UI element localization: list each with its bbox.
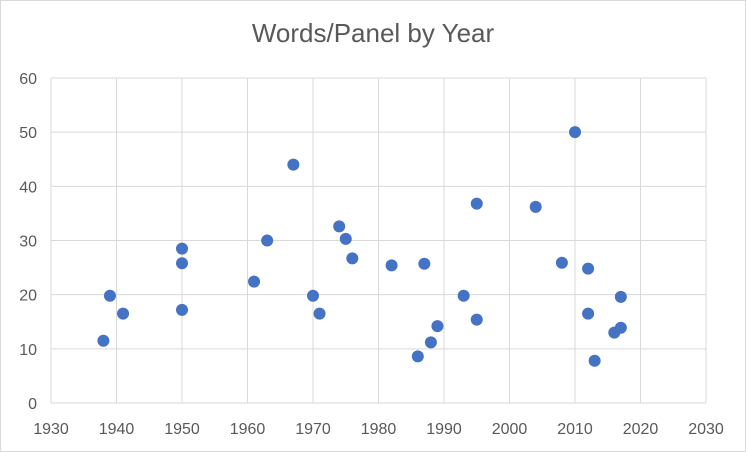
y-tick-label: 40 xyxy=(19,179,37,196)
y-axis-ticks: 0 10 20 30 40 50 60 xyxy=(19,71,37,413)
data-points xyxy=(97,126,627,367)
x-tick-label: 2000 xyxy=(492,421,528,438)
data-point xyxy=(424,336,437,349)
data-point xyxy=(582,307,595,320)
data-point xyxy=(117,307,130,320)
data-point xyxy=(261,234,274,247)
y-tick-label: 50 xyxy=(19,125,37,142)
data-point xyxy=(582,262,595,275)
data-point xyxy=(614,321,627,334)
x-tick-label: 1930 xyxy=(33,421,69,438)
gridlines xyxy=(50,77,707,404)
data-point xyxy=(313,307,326,320)
y-tick-label: 30 xyxy=(19,234,37,251)
x-tick-label: 1980 xyxy=(361,421,397,438)
data-point xyxy=(385,259,398,272)
x-tick-label: 1970 xyxy=(295,421,331,438)
data-point xyxy=(346,252,359,265)
y-tick-label: 60 xyxy=(19,71,37,88)
x-tick-label: 2010 xyxy=(557,421,593,438)
data-point xyxy=(176,242,188,255)
data-point xyxy=(176,303,188,316)
x-tick-label: 2030 xyxy=(688,421,724,438)
data-point xyxy=(470,313,483,326)
data-point xyxy=(97,334,110,347)
y-tick-label: 10 xyxy=(19,342,37,359)
data-point xyxy=(529,200,542,213)
data-point xyxy=(569,126,581,139)
data-point xyxy=(588,354,601,367)
data-point xyxy=(470,197,483,210)
data-point xyxy=(176,257,188,270)
x-tick-label: 1950 xyxy=(164,421,200,438)
data-point xyxy=(555,256,568,269)
x-tick-label: 1990 xyxy=(426,421,462,438)
data-point xyxy=(418,257,431,270)
x-tick-label: 2020 xyxy=(623,421,659,438)
x-axis-ticks: 1930 1940 1950 1960 1970 1980 1990 2000 2010 2020… xyxy=(33,421,724,438)
data-point xyxy=(307,289,319,302)
data-point xyxy=(431,320,444,333)
data-point xyxy=(103,289,116,302)
data-point xyxy=(333,220,346,233)
x-tick-label: 1960 xyxy=(230,421,266,438)
chart-title: Words/Panel by Year xyxy=(251,18,495,48)
data-point xyxy=(411,350,424,363)
y-tick-label: 20 xyxy=(19,288,37,305)
data-point xyxy=(457,289,470,302)
x-tick-label: 1940 xyxy=(99,421,135,438)
y-tick-label: 0 xyxy=(28,396,37,413)
data-point xyxy=(614,290,627,303)
data-point xyxy=(287,158,300,171)
data-point xyxy=(248,275,261,288)
data-point xyxy=(339,232,352,245)
